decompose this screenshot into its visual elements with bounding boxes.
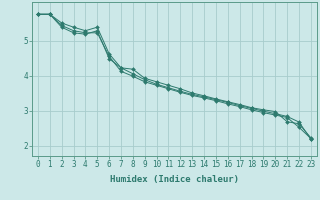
- X-axis label: Humidex (Indice chaleur): Humidex (Indice chaleur): [110, 175, 239, 184]
